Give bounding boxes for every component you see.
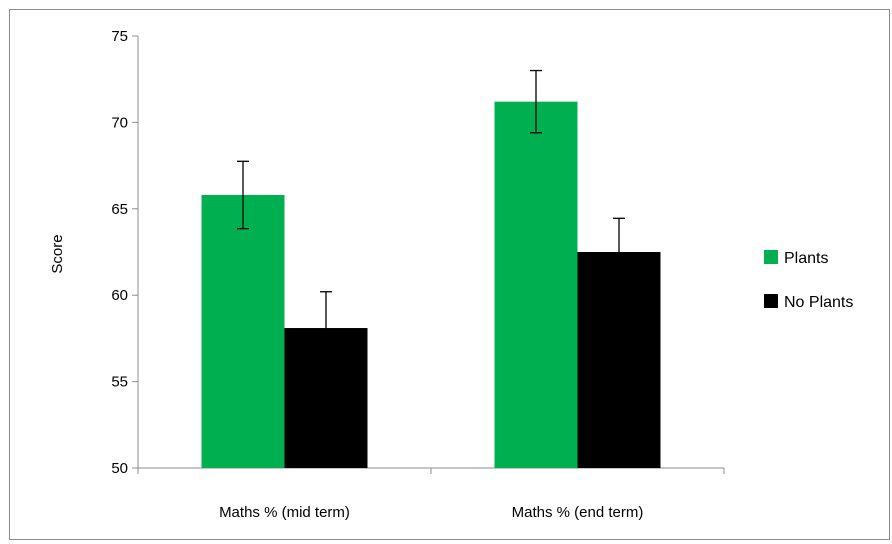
legend-swatch-plants [764, 250, 778, 264]
bars [201, 101, 661, 468]
bar-plants [201, 194, 285, 468]
legend: Plants No Plants [764, 250, 853, 311]
bar-no-plants [577, 252, 661, 468]
legend-swatch-no-plants [764, 294, 778, 308]
error-bars [237, 69, 625, 365]
y-tick-label: 60 [111, 287, 128, 304]
chart-border [9, 9, 890, 540]
y-axis: 50 55 60 65 70 75 [111, 28, 139, 477]
y-tick-label: 70 [111, 114, 128, 131]
x-category-label: Maths % (end term) [512, 504, 644, 521]
legend-label-no-plants: No Plants [784, 294, 853, 311]
y-tick-label: 75 [111, 28, 128, 45]
y-tick-label: 65 [111, 201, 128, 218]
y-tick-label: 50 [111, 460, 128, 477]
category-labels: Maths % (mid term) Maths % (end term) [219, 504, 643, 521]
legend-label-plants: Plants [784, 250, 828, 267]
y-axis-title: Score [49, 234, 66, 273]
bar-plants [494, 101, 578, 468]
x-category-label: Maths % (mid term) [219, 504, 350, 521]
y-tick-label: 55 [111, 374, 128, 391]
